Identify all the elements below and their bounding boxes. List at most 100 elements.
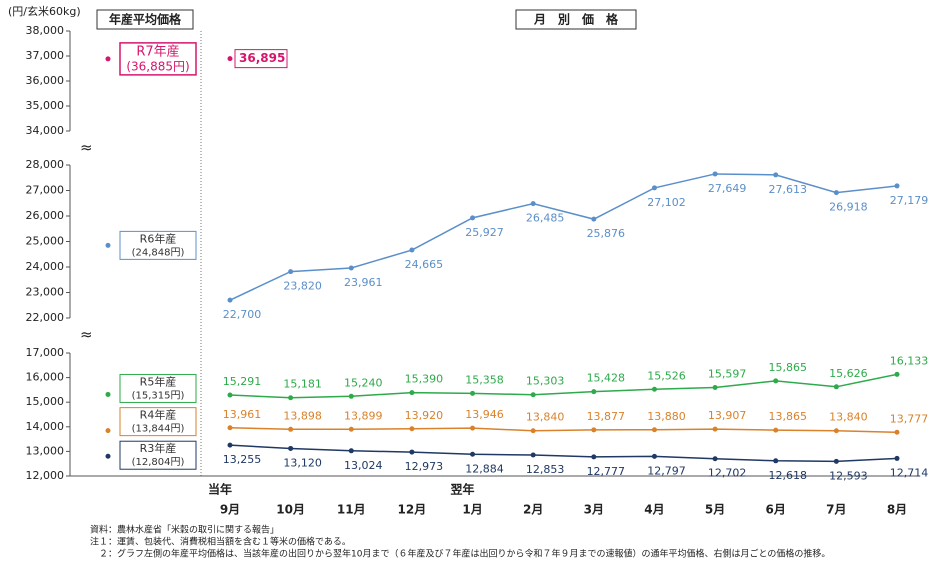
x-tick-label: 12月 — [398, 503, 427, 517]
value-label: 23,961 — [344, 276, 383, 289]
value-label: 15,865 — [768, 361, 807, 374]
data-point — [348, 393, 354, 399]
value-label: 13,946 — [465, 408, 504, 421]
value-label: 13,880 — [647, 410, 686, 423]
value-label: 15,291 — [223, 375, 262, 388]
data-point — [409, 449, 415, 455]
y-tick-label: 16,000 — [26, 371, 65, 384]
legend-box — [119, 42, 197, 76]
series-line — [229, 444, 898, 463]
data-point — [530, 452, 536, 458]
value-label: 15,358 — [465, 373, 504, 386]
value-label: 12,973 — [405, 460, 444, 473]
y-unit-label: (円/玄米60kg) — [8, 4, 81, 18]
y-tick-label: 25,000 — [26, 235, 65, 248]
data-point — [227, 425, 233, 431]
value-label: 25,927 — [465, 226, 504, 239]
data-point — [833, 428, 839, 434]
axis-break: ≈ — [80, 326, 93, 344]
data-point — [530, 392, 536, 398]
right-panel-title: 月 別 価 格 — [533, 12, 619, 27]
value-label: 15,240 — [344, 376, 383, 389]
legend-name: R3年産 — [140, 441, 177, 455]
legend-annual-label: (24,848円) — [132, 247, 185, 258]
value-label: 12,593 — [829, 469, 868, 482]
legend-annual-label: (15,315円) — [132, 390, 185, 401]
series-line — [229, 427, 898, 434]
note: 資料：農林水産省「米穀の取引に関する報告」 — [90, 524, 279, 536]
legend-box — [119, 440, 197, 470]
data-point — [894, 429, 900, 435]
data-point — [288, 445, 294, 451]
x-tick-label: 5月 — [705, 503, 725, 517]
value-label: 12,777 — [587, 465, 626, 478]
data-point — [470, 390, 476, 396]
x-tick-label: 7月 — [826, 503, 846, 517]
left-title-box — [96, 9, 194, 30]
value-label: 36,895 — [239, 51, 285, 65]
left-panel-title: 年産平均価格 — [109, 12, 182, 27]
data-point — [773, 458, 779, 464]
data-point — [288, 269, 294, 275]
data-point — [348, 265, 354, 271]
data-point — [773, 427, 779, 433]
value-label: 15,390 — [405, 373, 444, 386]
note: ２：グラフ左側の年産平均価格は、当該年産の出回りから翌年10月まで（６年産及び７… — [90, 548, 830, 560]
value-label: 15,626 — [829, 367, 868, 380]
y-tick-label: 23,000 — [26, 286, 65, 299]
value-label: 27,179 — [890, 194, 929, 207]
annual-marker — [105, 453, 111, 459]
value-label: 12,702 — [708, 467, 747, 480]
y-tick-label: 14,000 — [26, 420, 65, 433]
data-point — [227, 56, 233, 62]
series-line — [229, 173, 898, 301]
legend-annual-label: (36,885円) — [126, 59, 189, 73]
value-label: 15,181 — [283, 378, 322, 391]
y-tick-label: 28,000 — [26, 158, 65, 171]
data-point — [651, 427, 657, 433]
x-tick-label: 4月 — [644, 503, 664, 517]
legend-annual-label: (12,804円) — [132, 457, 185, 468]
y-tick-label: 15,000 — [26, 395, 65, 408]
data-point — [894, 183, 900, 189]
x-tick-label: 3月 — [584, 503, 604, 517]
legend-name: R6年産 — [140, 231, 177, 245]
value-label: 27,649 — [708, 182, 747, 195]
data-point — [409, 426, 415, 432]
right-title-box — [515, 9, 637, 30]
x-tick-label: 11月 — [337, 503, 366, 517]
legend-box — [119, 373, 197, 403]
data-point — [591, 427, 597, 433]
value-label: 24,665 — [405, 258, 444, 271]
x-tick-label: 10月 — [276, 503, 305, 517]
data-point — [591, 454, 597, 460]
value-label: 13,777 — [890, 412, 929, 425]
data-point — [409, 247, 415, 253]
value-label: 15,597 — [708, 368, 747, 381]
data-point — [651, 185, 657, 191]
data-point — [470, 215, 476, 221]
value-label: 15,428 — [587, 372, 626, 385]
value-label: 13,920 — [405, 409, 444, 422]
value-label: 22,700 — [223, 308, 262, 321]
data-point — [712, 456, 718, 462]
value-label: 13,961 — [223, 408, 262, 421]
y-tick-label: 13,000 — [26, 444, 65, 457]
data-point — [227, 442, 233, 448]
y-tick-label: 35,000 — [26, 99, 65, 112]
legend-name: R4年産 — [140, 408, 177, 422]
data-point — [591, 389, 597, 395]
data-point — [288, 395, 294, 401]
annual-marker — [105, 391, 111, 397]
data-point — [470, 451, 476, 457]
value-label: 12,797 — [647, 464, 686, 477]
data-point — [470, 425, 476, 431]
data-point — [712, 385, 718, 391]
value-label: 12,618 — [768, 469, 807, 482]
value-label: 15,303 — [526, 375, 565, 388]
data-point — [348, 448, 354, 454]
series-line — [229, 373, 898, 399]
y-tick-label: 37,000 — [26, 49, 65, 62]
data-point — [773, 378, 779, 384]
annual-marker — [105, 242, 111, 248]
